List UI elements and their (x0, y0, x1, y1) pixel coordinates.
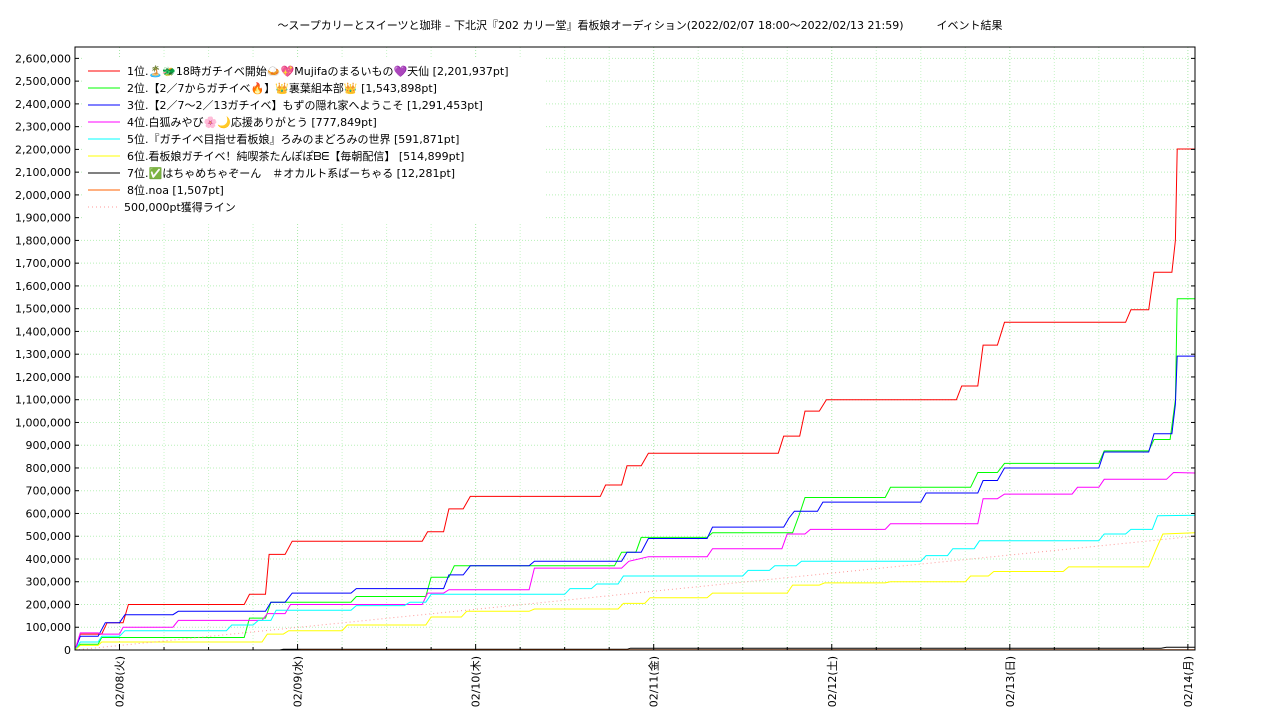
y-tick-label: 400,000 (26, 553, 72, 566)
y-tick-label: 2,400,000 (15, 98, 71, 111)
y-tick-label: 700,000 (26, 485, 72, 498)
y-tick-label: 1,800,000 (15, 234, 71, 247)
legend-entry: 6位.看板娘ガチイベ！純喫茶たんぽぽᗷᗴ【毎朝配信】 [514,899pt] (127, 149, 464, 163)
series-line-1 (74, 148, 1195, 651)
y-tick-label: 1,300,000 (15, 348, 71, 361)
legend-entry: 7位.✅はちゃめちゃぞーん ＃オカルト系ばーちゃる [12,281pt] (127, 166, 455, 180)
y-tick-label: 1,000,000 (15, 416, 71, 429)
y-tick-label: 2,300,000 (15, 121, 71, 134)
x-tick-label: 02/11(金) (647, 656, 661, 707)
series-line-2 (74, 298, 1195, 651)
legend-entry: 8位.noa [1,507pt] (127, 183, 224, 197)
y-tick-label: 900,000 (26, 439, 72, 452)
y-tick-label: 1,600,000 (15, 280, 71, 293)
y-tick-label: 0 (64, 644, 71, 657)
y-tick-label: 200,000 (26, 598, 72, 611)
x-tick-label: 02/09(水) (292, 656, 305, 707)
y-tick-label: 2,000,000 (15, 189, 71, 202)
x-tick-label: 02/14(月) (1182, 656, 1195, 707)
series-line-5 (74, 514, 1196, 651)
y-tick-label: 1,700,000 (15, 257, 71, 270)
y-tick-label: 1,900,000 (15, 212, 71, 225)
x-axis: 02/08(火) 02/09(水) 02/10(木) 02/11(金) 02/12(土)… (74, 644, 1195, 707)
y-tick-label: 600,000 (26, 507, 72, 520)
legend-entry: 5位.『ガチイベ目指せ看板娘』ろみのまどろみの世界 [591,871pt] (127, 132, 459, 146)
y-tick-label: 1,500,000 (15, 303, 71, 316)
y-tick-label: 2,600,000 (15, 52, 71, 65)
series-line-4 (74, 471, 1196, 651)
series-layer (74, 148, 1196, 651)
legend-entry: 500,000pt獲得ライン (124, 201, 236, 214)
y-tick-label: 500,000 (26, 530, 72, 543)
x-tick-label: 02/10(木) (470, 656, 483, 707)
x-tick-label: 02/12(土) (826, 656, 839, 707)
legend-entry: 3位.【2／7〜2／13ガチイベ】もずの隠れ家へようこそ [1,291,453p… (127, 98, 483, 112)
y-tick-label: 1,100,000 (15, 394, 71, 407)
y-tick-label: 2,100,000 (15, 166, 71, 179)
y-tick-label: 300,000 (26, 576, 72, 589)
legend: 1位.🏝️🐲18時ガチイベ開始🍛💖Mujifaのまるいもの💜天仙 [2,201,… (83, 57, 545, 222)
legend-entry: 1位.🏝️🐲18時ガチイベ開始🍛💖Mujifaのまるいもの💜天仙 [2,201,… (127, 64, 509, 78)
plot-frame (74, 46, 1196, 651)
y-tick-label: 100,000 (26, 621, 72, 634)
y-tick-label: 1,200,000 (15, 371, 71, 384)
legend-entry: 2位.【2／7からガチイベ🔥】👑裏葉組本部👑 [1,543,898pt] (127, 81, 437, 95)
series-line-6 (74, 532, 1196, 651)
series-line-3 (74, 355, 1195, 651)
y-tick-label: 2,500,000 (15, 75, 71, 88)
threshold-line (74, 535, 1196, 651)
y-tick-label: 2,200,000 (15, 143, 71, 156)
x-tick-label: 02/08(火) (114, 656, 127, 707)
y-tick-label: 800,000 (26, 462, 72, 475)
legend-box (83, 57, 545, 222)
y-axis: 0 100,000 200,000 300,000 400,000 500,000 600,… (15, 52, 1195, 657)
y-tick-label: 1,400,000 (15, 325, 71, 338)
x-tick-label: 02/13(日) (1004, 656, 1017, 707)
chart-title: 〜スープカリーとスイーツと珈琲 – 下北沢『202 カリー堂』看板娘オーディショ… (277, 19, 1003, 32)
legend-entry: 4位.白狐みやび🌸🌙応援ありがとう [777,849pt] (127, 115, 377, 129)
